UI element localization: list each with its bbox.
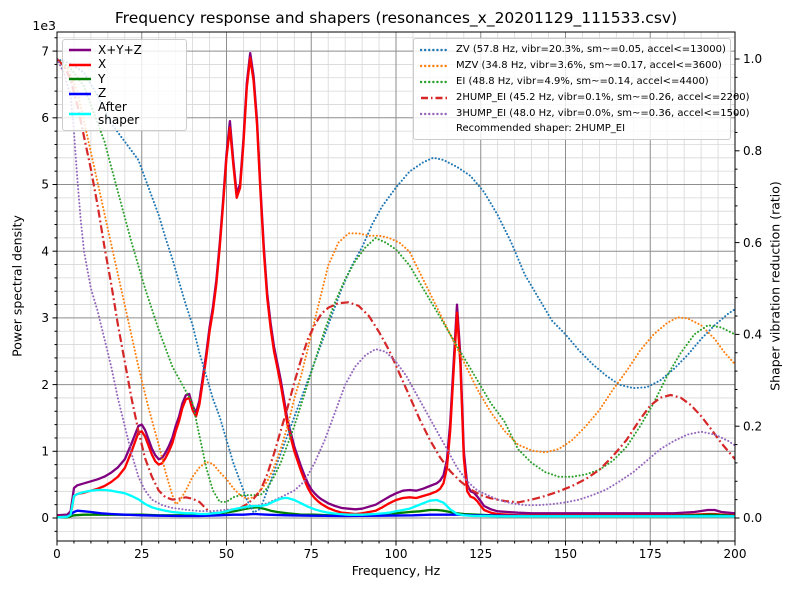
legend-item-label: 3HUMP_EI (48.0 Hz, vibr=0.0%, sm~=0.36, … — [456, 108, 750, 119]
legend-line-sample-icon — [421, 96, 449, 100]
recommended-shaper-text: Recommended shaper: 2HUMP_EI — [456, 123, 626, 134]
y-right-tick-label: 0.0 — [743, 511, 762, 525]
y-left-tick-label: 3 — [41, 311, 49, 325]
legend-line-sample-icon — [69, 78, 91, 81]
legend-item-label: X+Y+Z — [98, 42, 142, 57]
legend-item-x-y-z: X+Y+Z — [68, 43, 180, 58]
y-right-tick-label: 1.0 — [743, 52, 762, 66]
y-right-tick-label: 0.6 — [743, 236, 762, 250]
legend-line-sample-icon — [69, 49, 91, 52]
tick-marks — [52, 37, 740, 546]
legend-line-sample-icon — [69, 112, 91, 116]
series-2hump-ei — [57, 58, 735, 515]
x-axis-label: Frequency, Hz — [351, 563, 441, 578]
y-left-tick-label: 4 — [41, 244, 49, 258]
series-after-shaper — [57, 488, 735, 519]
legend-line-sample-icon — [420, 64, 450, 68]
x-tick-label: 150 — [554, 547, 577, 561]
y-right-tick-label: 0.8 — [743, 144, 762, 158]
legend-item-label: 2HUMP_EI (45.2 Hz, vibr=0.1%, sm~=0.26, … — [456, 92, 750, 103]
series-ei — [57, 58, 735, 503]
x-tick-label: 50 — [219, 547, 234, 561]
x-tick-label: 25 — [134, 547, 149, 561]
legend-item-2hump-ei: 2HUMP_EI (45.2 Hz, vibr=0.1%, sm~=0.26, … — [420, 90, 750, 106]
series-x-y-z — [57, 51, 735, 517]
y-left-tick-label: 1 — [41, 445, 49, 459]
legend-item-label: EI (48.8 Hz, vibr=4.9%, sm~=0.14, accel<… — [456, 76, 709, 87]
chart-title: Frequency response and shapers (resonanc… — [114, 9, 678, 27]
legend-line-sample-icon — [69, 92, 91, 95]
legend-item-mzv: MZV (34.8 Hz, vibr=3.6%, sm~=0.17, accel… — [420, 58, 724, 74]
legend-item-3hump-ei: 3HUMP_EI (48.0 Hz, vibr=0.0%, sm~=0.36, … — [420, 106, 750, 122]
legend-item-label: After shaper — [98, 100, 140, 127]
legend-item-label: MZV (34.8 Hz, vibr=3.6%, sm~=0.17, accel… — [456, 60, 722, 71]
y-left-tick-label: 5 — [41, 178, 49, 192]
legend-item-y: Y — [68, 72, 180, 87]
legend-item-ei: EI (48.8 Hz, vibr=4.9%, sm~=0.14, accel<… — [420, 74, 724, 90]
legend-item-label: ZV (57.8 Hz, vibr=20.3%, sm~=0.05, accel… — [456, 44, 726, 55]
y-left-tick-label: 7 — [41, 44, 49, 58]
legend-psd: X+Y+Z X Y Z After shaper — [62, 39, 187, 131]
legend-item-zv: ZV (57.8 Hz, vibr=20.3%, sm~=0.05, accel… — [420, 42, 726, 58]
legend-item-after-shaper: After shaper — [68, 101, 180, 127]
series-zv — [57, 58, 735, 514]
legend-line-sample-icon — [420, 48, 450, 52]
legend-item-x: X — [68, 58, 180, 73]
y-right-axis-label: Shaper vibration reduction (ratio) — [767, 181, 783, 391]
legend-shapers: ZV (57.8 Hz, vibr=20.3%, sm~=0.05, accel… — [413, 38, 750, 140]
x-tick-label: 200 — [724, 547, 747, 561]
legend-line-sample-icon — [420, 112, 450, 116]
y-left-tick-label: 0 — [41, 511, 49, 525]
legend-line-sample-icon — [69, 63, 91, 66]
y-left-tick-label: 2 — [41, 378, 49, 392]
x-tick-label: 175 — [639, 547, 662, 561]
series-3hump-ei — [57, 58, 735, 513]
legend-item-label: X — [98, 57, 107, 72]
legend-line-sample-icon — [420, 80, 450, 84]
legend-item-z: Z — [68, 87, 180, 102]
tick-labels: 0 25 50 75 100 125 150 175 200 0 1 2 3 4 5 6 7 0.0 0.2 0.4 0… — [41, 44, 762, 561]
x-tick-label: 75 — [304, 547, 319, 561]
x-tick-label: 125 — [469, 547, 492, 561]
legend-item-label: Y — [98, 71, 106, 86]
x-tick-label: 100 — [385, 547, 408, 561]
y-right-tick-label: 0.4 — [743, 328, 762, 342]
legend-item-label: Z — [98, 86, 107, 101]
x-tick-label: 0 — [53, 547, 61, 561]
y-left-axis-label: Power spectral density — [9, 215, 25, 357]
y-left-tick-label: 6 — [41, 111, 49, 125]
series-mzv — [57, 58, 735, 506]
series-x — [57, 56, 735, 518]
y-right-tick-label: 0.2 — [743, 419, 762, 433]
y-axis-offset-text: 1e3 — [32, 18, 56, 33]
